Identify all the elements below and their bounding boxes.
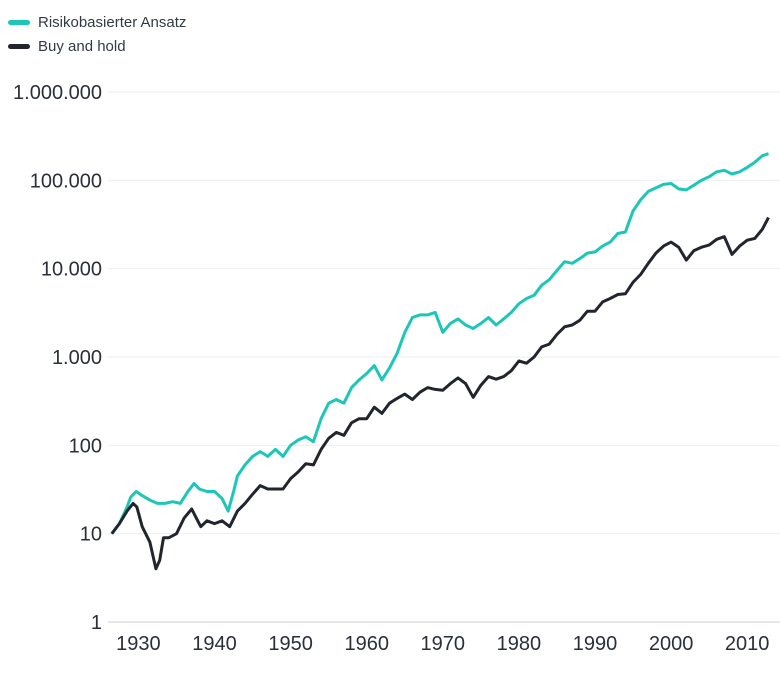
x-tick-label-1960: 1960 [344,633,389,655]
y-tick-label-5: 100.000 [30,170,102,192]
y-tick-label-0: 1 [91,612,102,634]
legend-swatch-risk-based [8,20,30,25]
x-tick-label-1990: 1990 [573,633,618,655]
x-tick-label-1970: 1970 [421,633,466,655]
series-lines [110,152,770,571]
y-tick-label-1: 10 [80,524,102,546]
x-tick-label-1940: 1940 [192,633,237,655]
x-tick-label-2010: 2010 [725,633,770,655]
x-axis-ticks: 1930 1940 1950 1960 1970 1980 1990 2000 2010 [116,633,769,655]
legend-label-risk-based: Risikobasierter Ansatz [38,14,187,31]
legend-label-buy-and-hold: Buy and hold [38,38,126,55]
legend-item-risk-based: Risikobasierter Ansatz [8,14,186,31]
y-tick-label-3: 1.000 [52,347,102,369]
x-tick-label-1980: 1980 [497,633,542,655]
y-tick-label-6: 1.000.000 [13,82,102,104]
legend-swatch-buy-and-hold [8,44,30,49]
series-line-risk-based [110,152,769,535]
y-tick-label-4: 10.000 [41,259,102,281]
y-tick-label-2: 100 [69,435,102,457]
series-line-buy-and-hold [110,216,770,571]
x-tick-label-2000: 2000 [649,633,694,655]
x-tick-label-1950: 1950 [268,633,313,655]
y-axis-ticks: 1 10 100 1.000 10.000 100.000 1.000.000 [13,82,102,634]
grid-lines [108,91,780,623]
x-tick-label-1930: 1930 [116,633,161,655]
legend-item-buy-and-hold: Buy and hold [8,38,126,55]
